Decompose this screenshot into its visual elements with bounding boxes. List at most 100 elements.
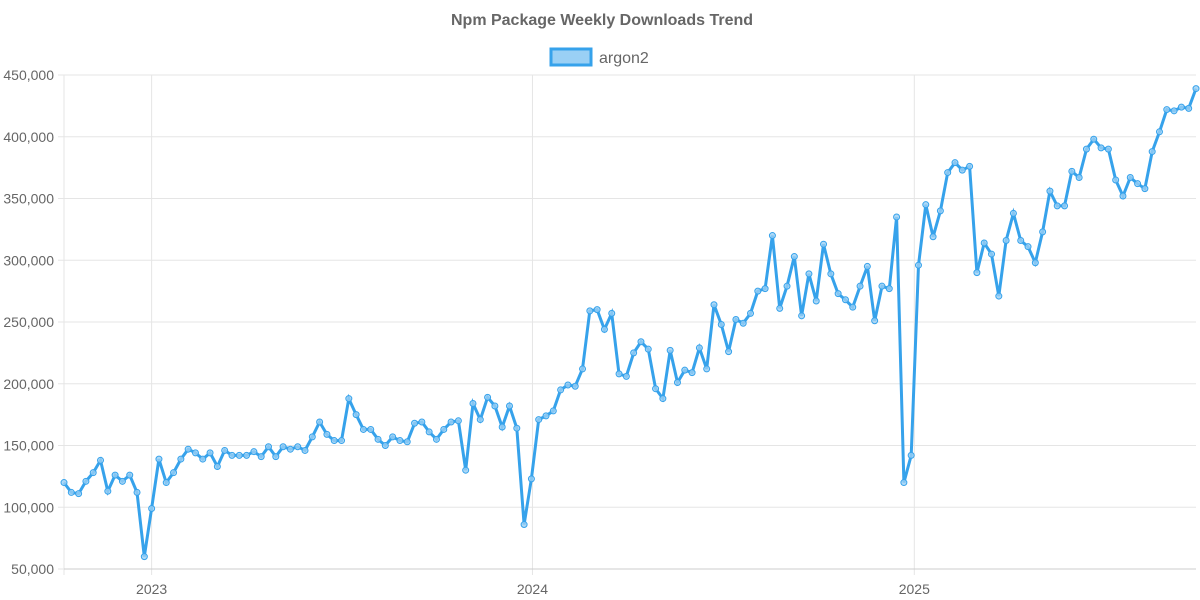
data-point[interactable] <box>929 233 937 241</box>
data-point[interactable] <box>1104 145 1112 153</box>
data-point[interactable] <box>1009 209 1017 217</box>
data-point[interactable] <box>805 270 813 278</box>
data-point[interactable] <box>184 445 192 453</box>
data-point[interactable] <box>213 462 221 470</box>
data-point[interactable] <box>403 438 411 446</box>
data-point[interactable] <box>250 448 258 456</box>
data-point[interactable] <box>907 451 915 459</box>
data-point[interactable] <box>622 372 630 380</box>
data-point[interactable] <box>652 385 660 393</box>
data-point[interactable] <box>491 402 499 410</box>
data-point[interactable] <box>856 282 864 290</box>
data-point[interactable] <box>418 418 426 426</box>
data-point[interactable] <box>367 425 375 433</box>
data-point[interactable] <box>82 477 90 485</box>
data-point[interactable] <box>1075 174 1083 182</box>
data-point[interactable] <box>768 232 776 240</box>
data-point[interactable] <box>761 285 769 293</box>
data-point[interactable] <box>148 504 156 512</box>
data-point[interactable] <box>564 381 572 389</box>
data-point[interactable] <box>535 416 543 424</box>
data-point[interactable] <box>264 443 272 451</box>
data-point[interactable] <box>520 521 528 529</box>
data-point[interactable] <box>447 418 455 426</box>
data-point[interactable] <box>834 290 842 298</box>
data-point[interactable] <box>1068 167 1076 175</box>
data-point[interactable] <box>666 346 674 354</box>
data-point[interactable] <box>579 365 587 373</box>
data-point[interactable] <box>637 338 645 346</box>
data-point[interactable] <box>294 443 302 451</box>
data-point[interactable] <box>739 319 747 327</box>
data-point[interactable] <box>1155 128 1163 136</box>
data-point[interactable] <box>783 282 791 290</box>
data-point[interactable] <box>484 393 492 401</box>
data-point[interactable] <box>659 395 667 403</box>
data-point[interactable] <box>1148 148 1156 156</box>
data-point[interactable] <box>155 455 163 463</box>
data-point[interactable] <box>1126 174 1134 182</box>
data-point[interactable] <box>1031 259 1039 267</box>
data-point[interactable] <box>893 213 901 221</box>
data-point[interactable] <box>476 416 484 424</box>
data-point[interactable] <box>396 437 404 445</box>
data-point[interactable] <box>425 428 433 436</box>
data-point[interactable] <box>1119 192 1127 200</box>
data-point[interactable] <box>725 348 733 356</box>
data-point[interactable] <box>462 466 470 474</box>
data-point[interactable] <box>381 442 389 449</box>
data-point[interactable] <box>980 239 988 247</box>
data-point[interactable] <box>1090 135 1098 143</box>
data-point[interactable] <box>162 479 170 487</box>
data-point[interactable] <box>75 490 83 498</box>
data-point[interactable] <box>710 301 718 309</box>
data-point[interactable] <box>126 471 134 479</box>
data-point[interactable] <box>469 400 477 408</box>
data-point[interactable] <box>717 320 725 328</box>
data-point[interactable] <box>104 487 112 495</box>
data-point[interactable] <box>199 455 207 463</box>
data-point[interactable] <box>542 412 550 420</box>
data-point[interactable] <box>630 349 638 357</box>
data-point[interactable] <box>973 269 981 277</box>
data-point[interactable] <box>67 488 75 496</box>
data-point[interactable] <box>863 262 871 270</box>
data-point[interactable] <box>608 309 616 317</box>
data-point[interactable] <box>257 453 265 461</box>
data-point[interactable] <box>170 469 178 477</box>
data-point[interactable] <box>345 395 353 403</box>
data-point[interactable] <box>600 325 608 333</box>
data-point[interactable] <box>695 344 703 352</box>
data-point[interactable] <box>944 169 952 177</box>
data-point[interactable] <box>432 435 440 443</box>
data-point[interactable] <box>111 471 119 479</box>
data-point[interactable] <box>140 553 148 561</box>
data-point[interactable] <box>914 261 922 269</box>
data-point[interactable] <box>586 307 594 315</box>
data-point[interactable] <box>1097 144 1105 152</box>
data-point[interactable] <box>440 425 448 433</box>
data-point[interactable] <box>820 240 828 248</box>
data-point[interactable] <box>900 479 908 487</box>
data-point[interactable] <box>301 446 309 454</box>
data-point[interactable] <box>827 270 835 278</box>
data-point[interactable] <box>338 437 346 445</box>
data-point[interactable] <box>1177 103 1185 111</box>
data-point[interactable] <box>1061 202 1069 210</box>
data-point[interactable] <box>286 445 294 453</box>
data-point[interactable] <box>454 417 462 425</box>
data-point[interactable] <box>352 411 360 419</box>
legend-swatch[interactable] <box>549 47 593 67</box>
data-point[interactable] <box>747 309 755 317</box>
data-point[interactable] <box>279 443 287 451</box>
data-point[interactable] <box>206 449 214 457</box>
data-point[interactable] <box>513 424 521 432</box>
data-point[interactable] <box>374 435 382 443</box>
data-point[interactable] <box>527 475 535 483</box>
data-point[interactable] <box>673 379 681 387</box>
data-point[interactable] <box>60 479 68 487</box>
data-point[interactable] <box>593 306 601 314</box>
data-point[interactable] <box>330 437 338 445</box>
data-point[interactable] <box>323 430 331 438</box>
data-point[interactable] <box>97 456 105 464</box>
